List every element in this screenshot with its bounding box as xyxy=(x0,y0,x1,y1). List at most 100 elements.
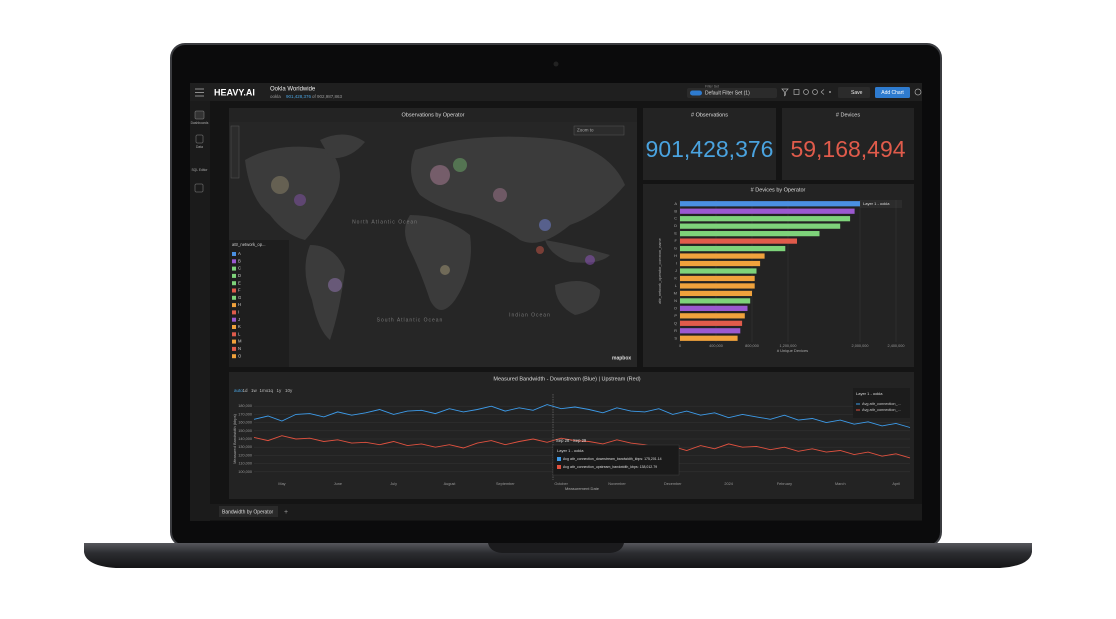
legend-swatch xyxy=(232,332,236,337)
bar[interactable] xyxy=(680,253,765,259)
bar[interactable] xyxy=(680,223,841,229)
time-button[interactable]: 1d xyxy=(243,388,249,393)
x-tick-label: 0 xyxy=(679,344,681,348)
x-tick-label: 800,000 xyxy=(745,344,759,348)
camera xyxy=(553,61,559,67)
time-button[interactable]: 1mo xyxy=(260,388,269,393)
bar[interactable] xyxy=(680,335,738,341)
tooltip-row: Avg attr_connection_downstream_bandwidth… xyxy=(563,457,662,461)
layer-chip[interactable] xyxy=(860,200,902,208)
x-tick-label: June xyxy=(334,482,342,486)
map-tools[interactable] xyxy=(230,125,240,179)
tab-label: Bandwidth by Operator xyxy=(222,509,273,515)
bar[interactable] xyxy=(680,238,797,244)
legend-label: F xyxy=(238,288,241,293)
chart-title: # Devices by Operator xyxy=(751,187,806,193)
y-axis-title: attr_network_operator_common_name xyxy=(658,238,662,303)
legend-swatch xyxy=(232,295,236,300)
legend-label: C xyxy=(238,266,241,271)
x-tick-label: September xyxy=(496,482,515,486)
legend-swatch xyxy=(232,281,236,286)
time-button[interactable]: 1y xyxy=(277,388,283,393)
tooltip-row: Avg attr_connection_upstream_bandwidth_k… xyxy=(563,465,657,469)
bar[interactable] xyxy=(680,260,761,267)
legend-box xyxy=(853,388,910,418)
add-tab[interactable]: + xyxy=(284,509,288,516)
bar[interactable] xyxy=(680,283,755,289)
time-button[interactable]: 10y xyxy=(285,388,293,393)
hinge-notch xyxy=(488,543,624,553)
legend-label: G xyxy=(238,295,241,300)
bar[interactable] xyxy=(680,298,751,304)
bar[interactable] xyxy=(680,201,860,207)
time-button[interactable]: 1q xyxy=(268,388,274,393)
laptop-base xyxy=(84,543,1032,568)
bar[interactable] xyxy=(680,313,745,319)
filter-set-selector[interactable] xyxy=(687,88,777,98)
ocean-label: South Atlantic Ocean xyxy=(377,317,444,323)
user-icon[interactable] xyxy=(914,88,922,96)
bar[interactable] xyxy=(680,216,851,222)
map-points xyxy=(271,158,595,292)
data-icon[interactable] xyxy=(195,134,204,144)
legend-entry: Avg attr_connection_... xyxy=(862,408,901,412)
legend-label: B xyxy=(238,258,241,263)
legend-swatch xyxy=(232,266,236,271)
y-tick-label: K xyxy=(674,276,677,281)
y-tick-label: G xyxy=(674,246,677,251)
x-tick-label: March xyxy=(835,482,846,486)
line-series xyxy=(253,435,911,459)
save-button[interactable] xyxy=(838,87,870,98)
x-axis-title: Measurement Date xyxy=(565,486,600,491)
bar[interactable] xyxy=(680,320,743,326)
y-axis-title: Measured Bandwidth (kbps) xyxy=(232,413,237,463)
y-tick-label: D xyxy=(674,223,677,228)
time-button[interactable]: auto xyxy=(234,388,243,393)
menu-icon xyxy=(195,88,204,97)
bar[interactable] xyxy=(680,268,757,274)
legend-layer: Layer 1 - ookla xyxy=(856,391,883,396)
bar[interactable] xyxy=(680,208,855,214)
zoom-to-input[interactable] xyxy=(573,125,625,136)
x-tick-label: 2,000,000 xyxy=(852,344,869,348)
x-tick-label: August xyxy=(444,482,457,486)
save-label: Save xyxy=(851,90,863,96)
x-axis-title: # Unique Devices xyxy=(777,348,808,353)
toolbar-icons[interactable] xyxy=(781,88,831,97)
legend-swatch xyxy=(232,325,236,329)
x-tick-label: May xyxy=(278,482,285,486)
bar[interactable] xyxy=(680,328,741,334)
y-tick-label: N xyxy=(674,298,677,303)
x-tick-label: 400,000 xyxy=(709,344,723,348)
legend-swatch xyxy=(232,288,236,293)
bar[interactable] xyxy=(680,231,820,237)
tab[interactable] xyxy=(219,506,278,517)
time-button[interactable]: 1w xyxy=(251,388,258,393)
x-tick-label: 1,200,000 xyxy=(780,344,797,348)
map-legend-title: attr_network_op... xyxy=(232,242,266,247)
dashboards-icon[interactable] xyxy=(194,110,205,120)
logo: HEAVY.AI xyxy=(214,87,255,97)
bar[interactable] xyxy=(680,290,752,297)
y-tick-label: B xyxy=(674,208,677,213)
nav-label[interactable]: Dashboards xyxy=(191,121,209,125)
terminal-icon[interactable] xyxy=(194,183,204,193)
bar[interactable] xyxy=(680,305,748,311)
y-tick-label: P xyxy=(674,313,677,318)
add-chart-button[interactable] xyxy=(875,87,910,98)
layer-label: Layer 1 - ookla xyxy=(863,201,890,206)
chart-title: Measured Bandwidth - Downstream (Blue) |… xyxy=(493,376,640,382)
tooltip-swatch xyxy=(557,465,561,469)
filter-toggle[interactable] xyxy=(690,90,702,96)
nav-label[interactable]: Data xyxy=(196,145,203,149)
map-title: Observations by Operator xyxy=(402,112,465,118)
legend-swatch xyxy=(232,354,236,359)
bar[interactable] xyxy=(680,275,755,282)
legend-label: E xyxy=(238,280,241,285)
legend-swatch xyxy=(232,259,236,264)
dashboard-title[interactable]: Ookla Worldwide xyxy=(270,87,316,93)
nav-label[interactable]: SQL Editor xyxy=(191,168,208,172)
bar[interactable] xyxy=(680,245,786,252)
y-tick-label: 110,000 xyxy=(239,462,252,466)
line-series xyxy=(253,404,911,428)
